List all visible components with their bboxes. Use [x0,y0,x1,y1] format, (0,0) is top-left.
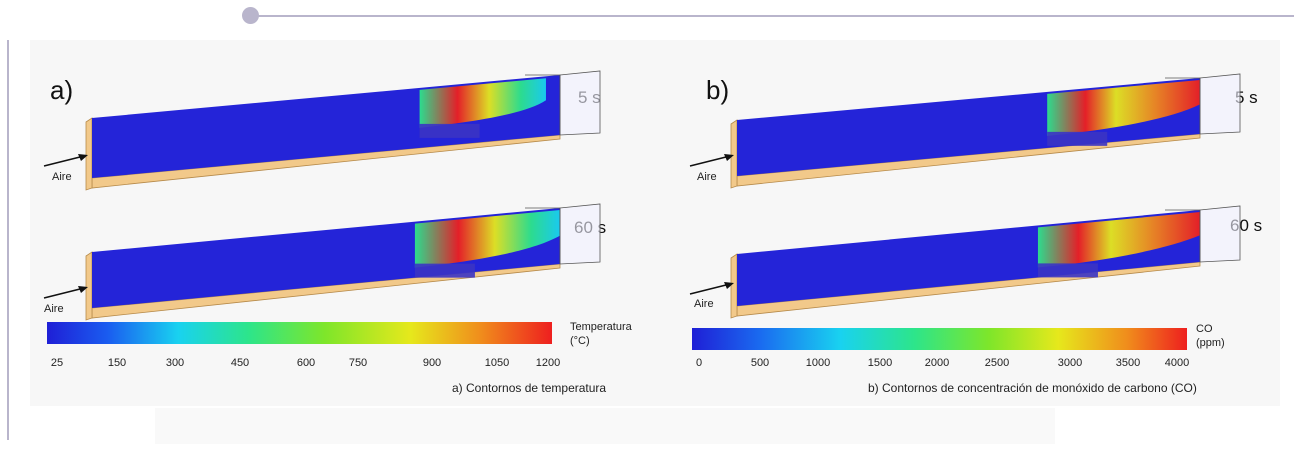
co-colorbar [692,328,1187,350]
tunnel-b-5s-fire-source [1047,131,1108,146]
tunnel-b-5s-hot-plume [1047,80,1200,136]
tunnel-b-5s-inlet-arrow [689,155,731,167]
co-tick-label: 2000 [924,357,950,369]
tunnel-b-5s-outlet-edge [1165,77,1201,134]
panel-a-caption: a) Contornos de temperatura [452,381,607,395]
co-tick-label: 3000 [1057,357,1083,369]
panel-a-label: a) [50,75,74,105]
decorative-top-rule [258,15,1294,17]
temperature-tick-label: 1050 [484,357,510,369]
tunnel-a-5s-inlet-wall [85,117,93,191]
tunnel-a-5s-inlet-arrow [43,155,85,167]
tunnel-a-5s-fire-source [419,123,480,138]
panel-b-time-5s: 5 s [1235,88,1258,107]
tunnel-b-60s-outlet-box [1199,205,1241,263]
tunnel-b-60s-outlet-edge [1165,209,1201,262]
temperature-unit-line2: (°C) [570,335,590,347]
panel-b-label: b) [706,75,730,105]
panel-a-inlet-label-bottom: Aire [44,303,64,315]
co-tick-label: 0 [695,357,703,369]
temperature-colorbar [47,322,552,344]
temperature-tick-label: 450 [230,357,250,369]
panel-a-inlet-label-top: Aire [52,171,72,183]
co-unit-label: CO (ppm) [1196,322,1225,350]
tunnel-a-60s-inlet-arrow [43,287,85,299]
co-tick-label: 500 [750,357,770,369]
temperature-tick-label: 750 [348,357,368,369]
decorative-dot [242,7,259,24]
tunnel-b-5s-inlet-wall [730,119,738,189]
tunnel-b-60s-inlet-arrowhead [724,282,734,289]
decorative-left-rule [7,40,9,440]
tunnel-b-5s-outlet-box [1199,73,1241,135]
temperature-tick-label: 1200 [535,357,561,369]
tunnel-a-60s-outlet-edge [525,207,561,264]
temperature-tick-label: 150 [107,357,127,369]
temperature-unit-label: Temperatura (°C) [570,320,632,348]
panel-b-inlet-label-bottom: Aire [694,298,714,310]
tunnel-a-5s-hot-plume [419,78,546,128]
co-tick-label: 1500 [867,357,893,369]
tunnel-a-60s-inlet-wall [85,251,93,321]
co-tick-label: 1000 [805,357,831,369]
tunnel-a-60s-hot-plume [414,210,560,268]
co-unit-line1: CO [1196,323,1213,335]
co-tick-label: 4000 [1164,357,1190,369]
tunnel-a-5s-outlet-box [559,70,601,136]
tunnel-a-60s-inlet-arrowhead [78,286,88,293]
panel-b-inlet-label-top: Aire [697,171,717,183]
tunnel-b-60s-inlet-arrow [689,283,731,295]
co-unit-line2: (ppm) [1196,337,1225,349]
temperature-tick-label: 300 [165,357,185,369]
tunnel-a-60s-fire-source [414,263,475,278]
temperature-unit-line1: Temperatura [570,321,632,333]
co-tick-label: 3500 [1115,357,1141,369]
tunnel-b-60s-fire-source [1037,263,1098,278]
panel-b-caption: b) Contornos de concentración de monóxid… [868,381,1197,395]
tunnel-b-60s-inlet-wall [730,253,738,319]
figure-background-strip [155,408,1055,444]
tunnel-b-60s-hot-plume [1037,212,1200,268]
tunnel-a-5s-inlet-arrowhead [78,154,88,161]
temperature-tick-label: 600 [296,357,316,369]
co-tick-label: 2500 [984,357,1010,369]
temperature-tick-label: 900 [422,357,442,369]
temperature-tick-label: 25 [50,357,64,369]
tunnel-a-5s-outlet-edge [525,74,561,135]
tunnel-a-60s-outlet-box [559,203,601,265]
tunnel-b-5s-inlet-arrowhead [724,154,734,161]
